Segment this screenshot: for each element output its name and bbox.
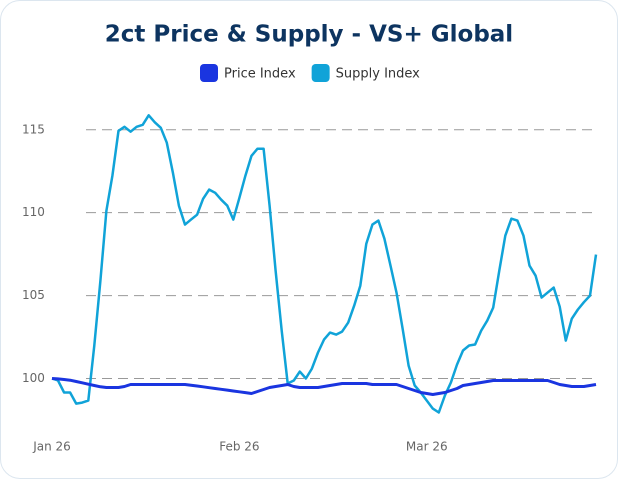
y-tick-label: 110: [22, 205, 45, 219]
legend-swatch: [200, 64, 218, 82]
line: [51, 377, 597, 396]
x-tick-label: Feb 26: [219, 440, 259, 454]
chart-title: 2ct Price & Supply - VS+ Global: [105, 22, 513, 48]
y-tick-label: 115: [22, 122, 45, 136]
line: [51, 114, 598, 414]
y-tick-label: 100: [22, 371, 45, 385]
legend-label: Supply Index: [336, 67, 421, 82]
legend-label: Price Index: [224, 67, 296, 82]
legend-swatch: [311, 64, 330, 82]
x-tick-label: Jan 26: [32, 440, 71, 454]
x-tick-label: Mar 26: [406, 440, 448, 454]
y-tick-label: 105: [22, 288, 45, 302]
